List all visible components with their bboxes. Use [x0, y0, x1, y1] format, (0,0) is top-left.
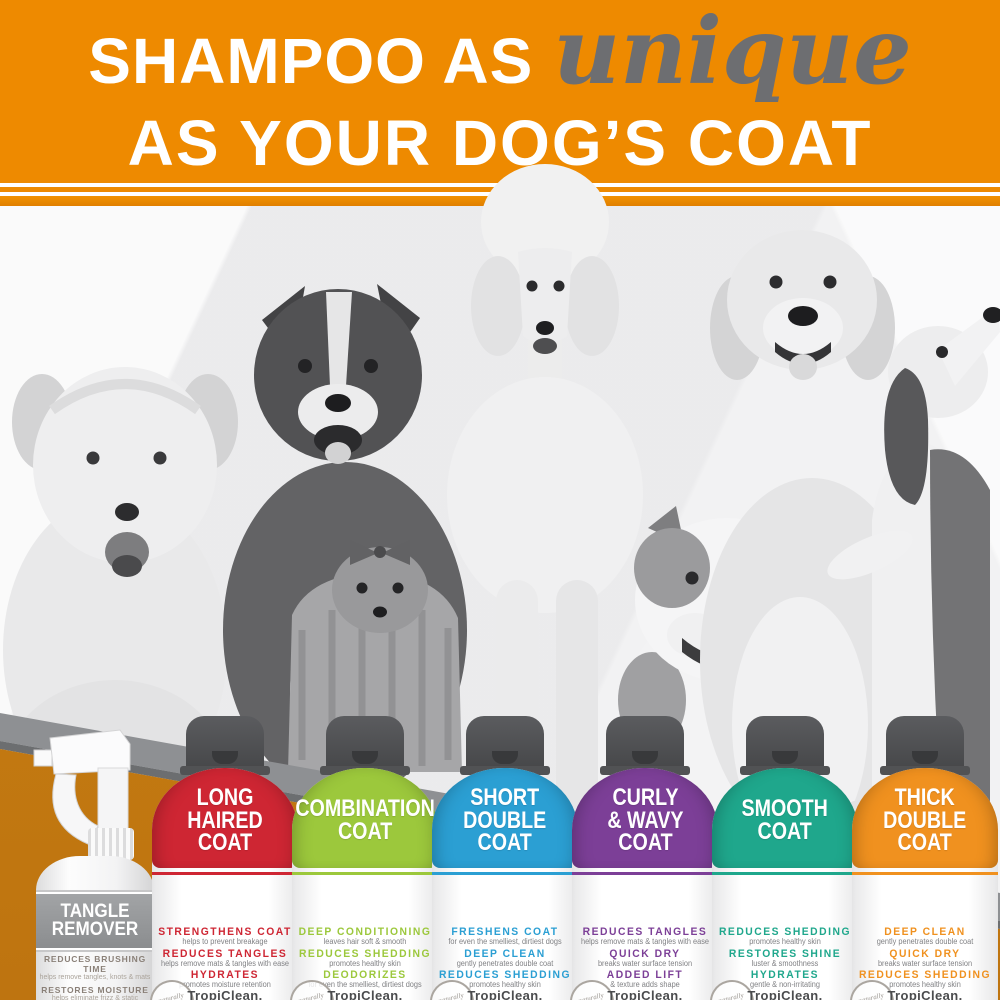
- benefit-desc: gently penetrates double coat: [876, 937, 974, 946]
- product-bottle-combination-coat: COMBINATION COAT DEEP CONDITIONING leave…: [285, 716, 440, 1000]
- label-divider: [432, 872, 578, 875]
- tropiclean-logo: TropiClean.: [327, 988, 403, 1000]
- product-label-dome: THICK DOUBLE COAT: [852, 768, 998, 868]
- benefit-desc: helps remove tangles, knots & mats: [39, 974, 151, 981]
- tropiclean-logo: TropiClean.: [747, 988, 823, 1000]
- label-divider: [152, 872, 298, 875]
- product-label-dome: LONG HAIRED COAT: [152, 768, 298, 868]
- product-name: SMOOTH COAT: [741, 795, 829, 845]
- product-label-dome: CURLY & WAVY COAT: [572, 768, 718, 868]
- headline-line1: SHAMPOO AS: [88, 25, 534, 97]
- benefit-desc: breaks water surface tension: [597, 958, 693, 968]
- label-divider: [572, 872, 718, 875]
- brand-block: TropiClean. perfectfur™ SHAMPOO FOR DOGS: [852, 988, 998, 1000]
- benefit-desc: gently penetrates double coat: [456, 958, 554, 968]
- flip-cap: [880, 716, 970, 775]
- flip-cap: [320, 716, 410, 775]
- benefit-desc: leaves hair soft & smooth: [323, 937, 407, 946]
- flip-cap: [460, 716, 550, 775]
- product-label-dome: SHORT DOUBLE COAT: [432, 768, 578, 868]
- label-divider: [852, 872, 998, 875]
- brand-block: TropiClean. perfectfur™ SHAMPOO FOR DOGS: [712, 988, 858, 1000]
- benefit-title: RESTORES MOISTURE: [41, 984, 149, 995]
- tropiclean-logo: TropiClean.: [467, 988, 543, 1000]
- benefit-desc: luster & smoothness: [751, 958, 819, 968]
- product-benefits: REDUCES BRUSHING TIME helps remove tangl…: [32, 954, 158, 1000]
- product-name: SHORT DOUBLE COAT: [463, 784, 547, 857]
- product-bottle-tangle-remover: TANGLE REMOVER REDUCES BRUSHING TIME hel…: [32, 726, 158, 1000]
- label-divider: [712, 872, 858, 875]
- tropiclean-logo: TropiClean.: [187, 988, 263, 1000]
- benefit-desc: helps remove mats & tangles with ease: [580, 937, 710, 946]
- tropiclean-logo: TropiClean.: [607, 988, 683, 1000]
- benefit-title: REDUCES BRUSHING TIME: [43, 954, 147, 974]
- benefit-desc: promotes healthy skin: [749, 937, 821, 946]
- brand-block: TropiClean. perfectfur™ SHAMPOO FOR DOGS: [432, 988, 578, 1000]
- spray-bottle-body: TANGLE REMOVER REDUCES BRUSHING TIME hel…: [36, 856, 154, 1000]
- headline: SHAMPOO AS unique AS YOUR DOG’S COAT: [0, 0, 1000, 180]
- benefit-desc: breaks water surface tension: [877, 958, 973, 968]
- product-bottle-thick-double-coat: THICK DOUBLE COAT DEEP CLEAN gently pene…: [845, 716, 1000, 1000]
- benefit-desc: helps remove mats & tangles with ease: [160, 958, 290, 968]
- product-name: THICK DOUBLE COAT: [883, 784, 967, 857]
- flip-cap: [600, 716, 690, 775]
- benefit-desc: helps to prevent breakage: [182, 937, 268, 946]
- product-name: LONG HAIRED COAT: [187, 784, 263, 857]
- product-label-dome: SMOOTH COAT: [712, 768, 858, 868]
- product-name: CURLY & WAVY COAT: [606, 784, 684, 857]
- headline-line2: AS YOUR DOG’S COAT: [127, 107, 873, 179]
- tropiclean-logo: TropiClean.: [887, 988, 963, 1000]
- product-bottle-long-haired-coat: LONG HAIRED COAT STRENGTHENS COAT helps …: [145, 716, 300, 1000]
- benefit-desc: for even the smelliest, dirtiest dogs: [448, 937, 562, 946]
- brand-block: TropiClean. perfectfur™ SHAMPOO FOR DOGS: [292, 988, 438, 1000]
- headline-accent-word: unique: [553, 0, 912, 105]
- brand-block: TropiClean. perfectfur™ SHAMPOO FOR DOGS: [572, 988, 718, 1000]
- product-bottle-smooth-coat: SMOOTH COAT REDUCES SHEDDING promotes he…: [705, 716, 860, 1000]
- product-label-dome: COMBINATION COAT: [292, 768, 438, 868]
- product-name: TANGLE REMOVER: [51, 900, 139, 940]
- product-label-band: TANGLE REMOVER: [36, 892, 154, 950]
- flip-cap: [180, 716, 270, 775]
- benefit-desc: helps eliminate frizz & static leaves co…: [51, 994, 139, 1000]
- benefit-desc: promotes healthy skin: [329, 958, 401, 968]
- product-bottle-short-double-coat: SHORT DOUBLE COAT FRESHENS COAT for even…: [425, 716, 580, 1000]
- brand-block: TropiClean. perfectfur™ SHAMPOO FOR DOGS: [152, 988, 298, 1000]
- product-bottle-curly-wavy-coat: CURLY & WAVY COAT REDUCES TANGLES helps …: [565, 716, 720, 1000]
- product-name: COMBINATION COAT: [295, 795, 435, 845]
- flip-cap: [740, 716, 830, 775]
- label-divider: [292, 872, 438, 875]
